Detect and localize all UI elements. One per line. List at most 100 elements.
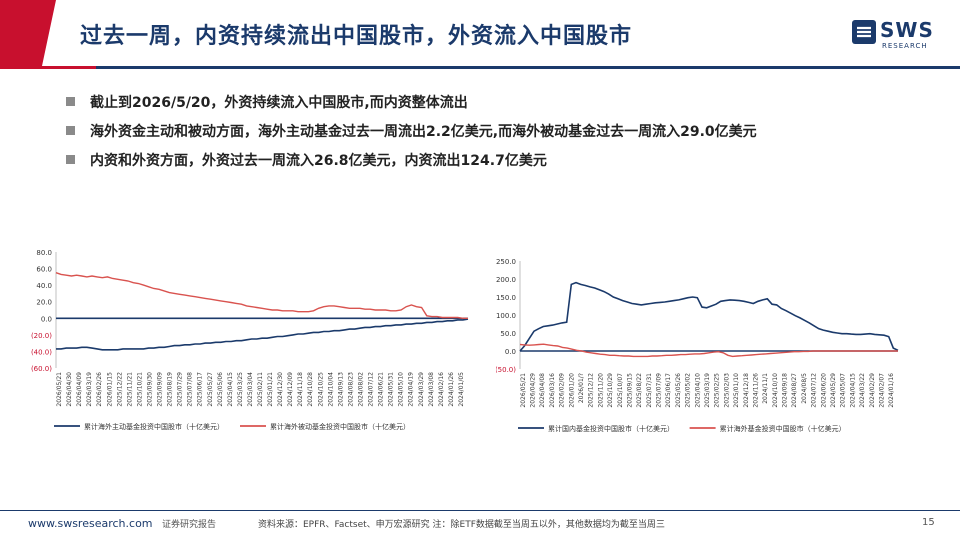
x-tick-label: 2025/10/07 [617,373,624,408]
x-tick-label: 2024/06/21 [378,372,385,407]
bullet-list: 截止到2026/5/20，外资持续流入中国股市,而内资整体流出 海外资金主动和被… [66,92,926,179]
overseas-funds-chart-svg: 80.0 60.0 40.0 20.0 0.0 (20.0) (40.0) (60.0) 202… [31,249,469,431]
x-tick-label: 2025/12/22 [116,372,123,407]
bullet-item: 截止到2026/5/20，外资持续流入中国股市,而内资整体流出 [66,92,926,121]
x-tick-label: 2026/04/09 [76,372,83,407]
x-tick-label: 2024/09/13 [337,372,344,407]
x-tick-label: 2025/04/15 [227,372,234,407]
x-tick-label: 2026/03/19 [86,372,93,407]
x-tick-label: 2025/03/25 [237,372,244,407]
x-tick-label: 2024/08/23 [347,372,354,407]
x-tick-label: 2026/04/30 [66,372,73,407]
domestic-vs-foreign-chart-svg: 250.0 200.0 150.0 100.0 50.0 0.0 (50.0) 2026/05… [495,258,899,433]
x-tick-label: 2025/07/31 [646,373,653,408]
x-tick-label: 2025/09/30 [146,372,153,407]
y-tick-label: 40.0 [36,282,52,290]
x-tick-label: 2024/07/12 [368,372,375,407]
page-title: 过去一周，内资持续流出中国股市，外资流入中国股市 [80,24,633,49]
y-tick-label: 60.0 [36,266,52,274]
y-tick-label: 200.0 [496,276,516,284]
y-tick-label: 100.0 [496,312,516,320]
x-tick-label: 2024/11/18 [297,372,304,407]
x-tick-label: 2024/01/05 [458,372,465,407]
x-tick-label: 2024/10/04 [327,372,334,407]
header-divider [0,66,960,69]
x-tick-label: 2025/09/15 [626,373,633,408]
x-tick-label: 2026/03/16 [549,373,556,408]
x-tick-label: 2026/01/? [578,373,585,403]
x-tick-label: 2025/02/03 [723,373,730,408]
x-tick-label: 2025/05/02 [685,373,692,408]
y-tick-label: (20.0) [31,332,52,340]
x-tick-label: 2025/06/17 [665,373,672,408]
x-tick-label: 2024/06/20 [820,373,827,408]
x-tick-label: 2024/05/07 [840,373,847,408]
y-tick-label: 0.0 [41,315,52,323]
x-tick-label: 2024/01/16 [888,373,895,408]
x-tick-label: 2025/07/08 [187,372,194,407]
x-tick-label: 2025/02/25 [714,373,721,408]
report-label: 证券研究报告 [162,520,217,530]
page-number: 15 [922,517,935,528]
website-link[interactable]: www.swsresearch.com [28,517,153,530]
x-tick-label: 2024/02/16 [438,372,445,407]
y-tick-label: 150.0 [496,294,516,302]
x-tick-label: 2026/02/26 [96,372,103,407]
x-tick-label: 2025/11/20 [597,373,604,408]
x-tick-label: 2024/03/29 [418,372,425,407]
x-tick-label: 2025/07/29 [177,372,184,407]
x-tick-label: 2024/11/26 [752,373,759,408]
x-tick-label: 2024/07/12 [811,373,818,408]
footer-divider [0,510,960,511]
logo-text: SWS [880,18,934,42]
legend-label: 累计海外被动基金投资中国股市（十亿美元） [270,422,410,431]
y-tick-label: 0.0 [505,348,516,356]
x-tick-label: 2024/12/30 [277,372,284,407]
x-tick-label: 2026/05/21 [520,373,527,408]
x-tick-label: 2025/08/22 [636,373,643,408]
x-tick-label: 2024/03/08 [428,372,435,407]
x-tick-label: 2025/01/21 [267,372,274,407]
x-tick-label: 2024/02/29 [869,373,876,408]
series-line-1 [56,318,469,351]
y-tick-label: 50.0 [500,330,516,338]
series-line-2 [519,343,898,358]
x-tick-label: 2024/10/25 [317,372,324,407]
x-tick-label: 2025/11/21 [126,372,133,407]
x-tick-label: 2025/03/19 [704,373,711,408]
x-tick-label: 2025/10/29 [607,373,614,408]
x-tick-label: 2024/10/10 [772,373,779,408]
x-tick-label: 2024/12/09 [287,372,294,407]
x-tick-label: 2024/02/07 [878,373,885,408]
x-tick-label: 2024/04/19 [408,372,415,407]
x-tick-label: 2024/11/1 [762,373,769,404]
x-tick-label: 2025/08/19 [167,372,174,407]
x-tick-label: 2026/04/08 [539,373,546,408]
series-line-2 [55,272,468,320]
x-tick-label: 2024/08/27 [791,373,798,408]
sws-logo: SWS RESEARCH [852,18,944,54]
x-tick-label: 2026/01/20 [568,373,575,408]
y-tick-label: 250.0 [496,258,516,266]
x-tick-label: 2025/04/10 [694,373,701,408]
header: 过去一周，内资持续流出中国股市，外资流入中国股市 SWS RESEARCH [0,0,960,66]
x-tick-label: 2025/06/17 [197,372,204,407]
legend-label: 累计海外主动基金投资中国股市（十亿美元） [84,422,224,431]
x-tick-label: 2026/05/21 [56,372,63,407]
sws-logo-icon [852,20,876,44]
x-tick-label: 2024/05/29 [830,373,837,408]
x-tick-label: 2025/01/10 [733,373,740,408]
y-tick-label: 20.0 [36,299,52,307]
y-tick-label: (60.0) [31,365,52,373]
x-tick-label: 2025/10/21 [136,372,143,407]
x-tick-label: 2026/02/09 [559,373,566,408]
domestic-vs-foreign-chart: 250.0 200.0 150.0 100.0 50.0 0.0 (50.0) 2026/05… [495,250,916,436]
x-tick-label: 2025/03/04 [247,372,254,407]
x-tick-label: 2024/03/22 [859,373,866,408]
x-tick-label: 2025/09/09 [157,372,164,407]
x-tick-label: 2025/05/26 [675,373,682,408]
bullet-item: 内资和外资方面，外资过去一周流入26.8亿美元，内资流出124.7亿美元 [66,150,926,179]
x-tick-label: 2024/10/28 [307,372,314,407]
x-tick-label: 2024/08/5 [801,373,808,404]
x-tick-label: 2024/04/15 [849,373,856,408]
